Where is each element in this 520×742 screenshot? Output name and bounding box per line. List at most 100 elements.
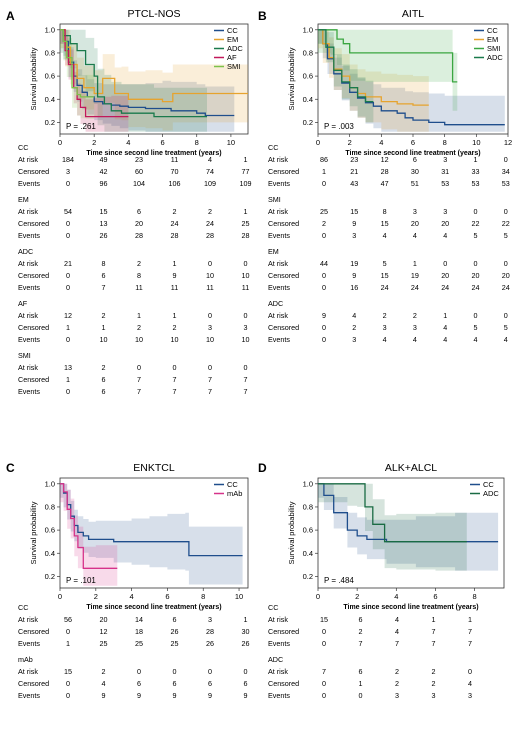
risk-group-label: CC (18, 603, 28, 612)
risk-cell: 6 (102, 271, 106, 280)
risk-cell: 21 (350, 167, 358, 176)
x-tick-label: 0 (58, 592, 62, 601)
risk-row-label: Events (268, 179, 290, 188)
risk-cell: 3 (383, 323, 387, 332)
risk-cell: 3 (208, 615, 212, 624)
km-curve-smi (60, 29, 95, 98)
x-tick-label: 10 (472, 138, 480, 147)
risk-cell: 43 (350, 179, 358, 188)
ci-band-adc (60, 29, 207, 132)
risk-row-label: Events (18, 691, 40, 700)
risk-cell: 2 (395, 667, 399, 676)
risk-cell: 7 (173, 375, 177, 384)
risk-row-label: Censored (268, 167, 299, 176)
risk-cell: 4 (443, 335, 447, 344)
ci-band-cc (60, 29, 235, 132)
panel-letter: D (258, 461, 267, 475)
risk-row-label: Censored (268, 219, 299, 228)
risk-cell: 106 (169, 179, 181, 188)
risk-cell: 8 (383, 207, 387, 216)
risk-cell: 7 (208, 387, 212, 396)
x-tick-label: 6 (165, 592, 169, 601)
risk-cell: 8 (102, 259, 106, 268)
risk-cell: 7 (468, 639, 472, 648)
x-tick-label: 8 (443, 138, 447, 147)
x-tick-label: 2 (94, 592, 98, 601)
risk-cell: 26 (242, 639, 250, 648)
risk-cell: 24 (381, 283, 389, 292)
risk-cell: 10 (242, 271, 250, 280)
risk-cell: 1 (173, 259, 177, 268)
risk-cell: 28 (171, 231, 179, 240)
risk-row-label: Events (18, 335, 40, 344)
risk-cell: 2 (383, 311, 387, 320)
y-tick-label: 0.6 (303, 526, 313, 535)
risk-cell: 4 (395, 627, 399, 636)
risk-row-label: Events (18, 231, 40, 240)
risk-cell: 5 (504, 323, 508, 332)
risk-row-label: Censored (268, 679, 299, 688)
risk-row-label: Events (268, 639, 290, 648)
panel-letter: B (258, 9, 267, 23)
p-value: P = .101 (66, 576, 96, 585)
risk-cell: 0 (244, 311, 248, 320)
risk-cell: 24 (441, 283, 449, 292)
risk-cell: 10 (242, 335, 250, 344)
risk-cell: 20 (502, 271, 510, 280)
x-tick-label: 0 (316, 592, 320, 601)
risk-cell: 26 (171, 627, 179, 636)
risk-cell: 56 (64, 615, 72, 624)
y-tick-label: 1.0 (45, 479, 55, 488)
risk-cell: 109 (240, 179, 252, 188)
p-value: P = .484 (324, 576, 354, 585)
risk-cell: 28 (381, 167, 389, 176)
risk-cell: 7 (359, 639, 363, 648)
risk-cell: 4 (504, 335, 508, 344)
risk-cell: 0 (173, 667, 177, 676)
plot-frame (317, 477, 505, 589)
risk-cell: 20 (100, 615, 108, 624)
risk-cell: 0 (504, 155, 508, 164)
ci-band-smi (318, 29, 458, 111)
risk-cell: 26 (100, 231, 108, 240)
ci-band-cc (318, 483, 499, 571)
y-tick-label: 0.6 (45, 72, 55, 81)
risk-cell: 0 (66, 219, 70, 228)
risk-cell: 53 (502, 179, 510, 188)
risk-row-label: At risk (268, 615, 288, 624)
x-tick-label: 12 (504, 138, 512, 147)
risk-cell: 5 (383, 259, 387, 268)
risk-cell: 20 (411, 219, 419, 228)
risk-group-label: ADC (18, 247, 33, 256)
risk-cell: 15 (100, 207, 108, 216)
y-axis-label: Survival probability (287, 47, 296, 110)
risk-group-label: CC (268, 603, 278, 612)
risk-cell: 7 (395, 639, 399, 648)
risk-row-label: Censored (268, 323, 299, 332)
risk-cell: 0 (208, 311, 212, 320)
risk-cell: 0 (322, 271, 326, 280)
x-tick-label: 10 (235, 592, 243, 601)
risk-cell: 28 (206, 231, 214, 240)
ci-band-em (318, 29, 429, 132)
risk-cell: 0 (173, 363, 177, 372)
risk-cell: 6 (244, 679, 248, 688)
risk-cell: 2 (102, 667, 106, 676)
risk-cell: 1 (244, 207, 248, 216)
risk-cell: 6 (102, 387, 106, 396)
risk-row-label: At risk (268, 667, 288, 676)
risk-cell: 184 (62, 155, 74, 164)
x-tick-label: 4 (126, 138, 130, 147)
risk-row-label: Censored (18, 219, 49, 228)
ci-band-adc (318, 483, 467, 571)
y-tick-label: 0.4 (303, 549, 313, 558)
risk-cell: 7 (173, 387, 177, 396)
risk-cell: 1 (66, 323, 70, 332)
risk-cell: 2 (173, 323, 177, 332)
risk-cell: 2 (322, 219, 326, 228)
risk-cell: 10 (206, 335, 214, 344)
plot-frame (59, 477, 249, 589)
panel-letter: A (6, 9, 15, 23)
